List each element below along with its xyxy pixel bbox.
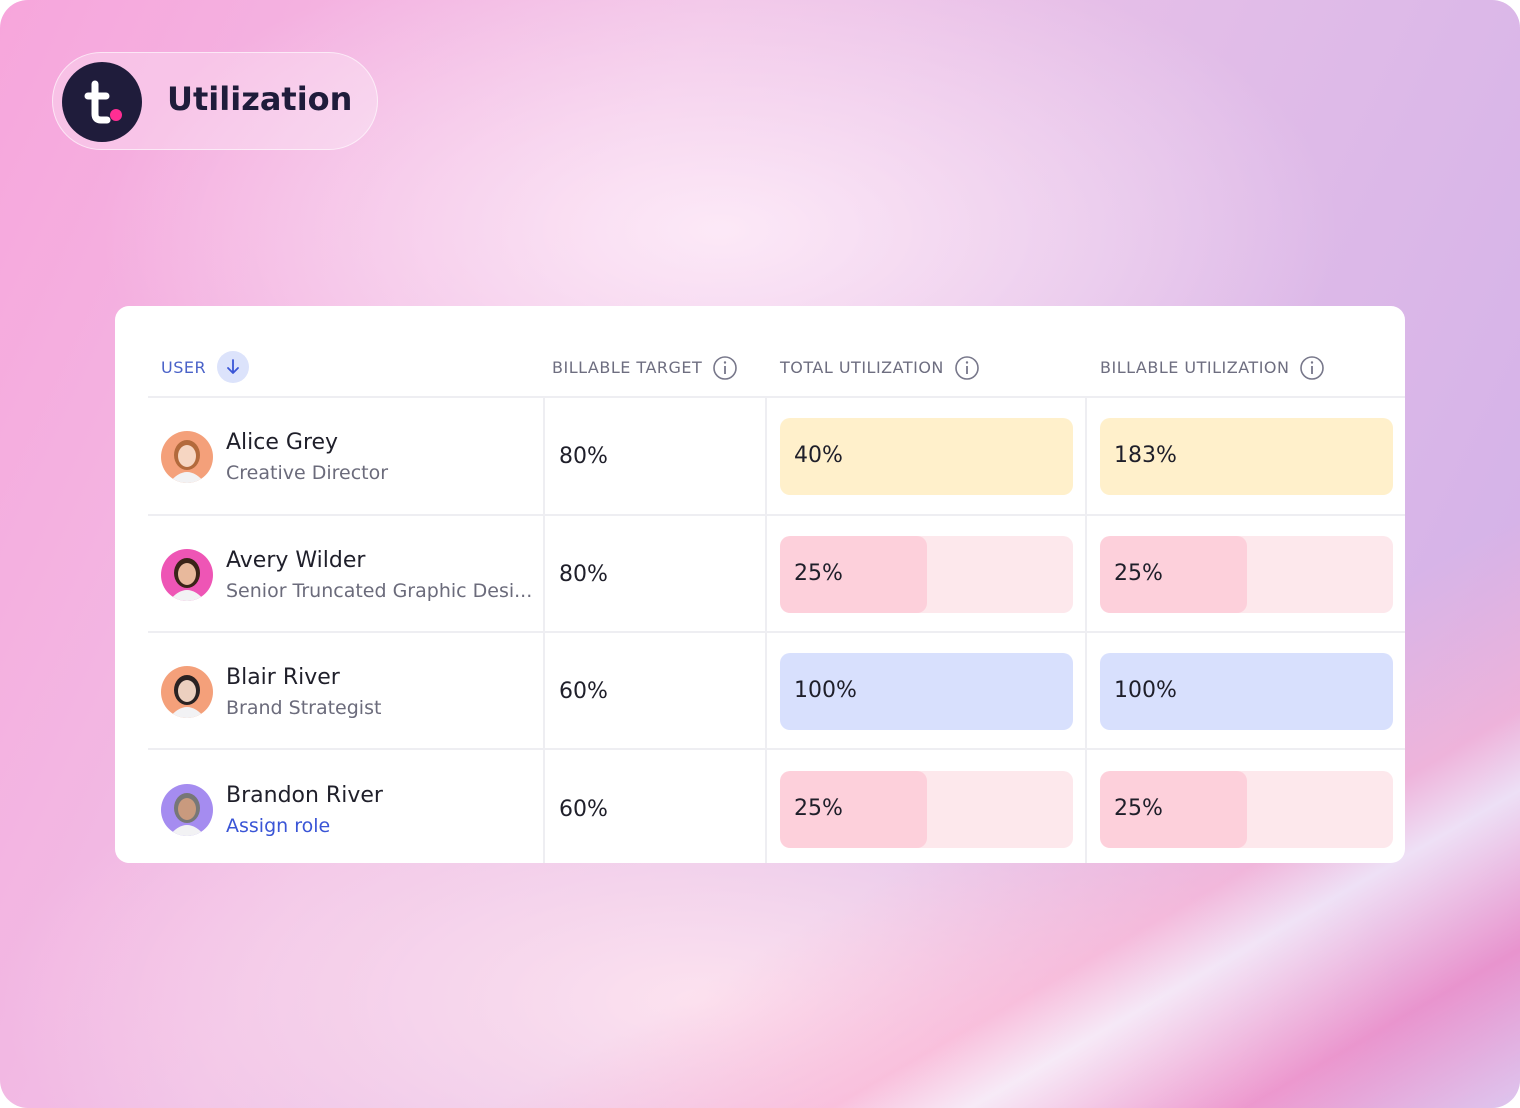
row-divider bbox=[148, 514, 1405, 516]
utilization-bar: 40% bbox=[780, 418, 1073, 495]
column-divider bbox=[765, 396, 767, 863]
column-divider bbox=[1085, 396, 1087, 863]
utilization-label: 40% bbox=[794, 443, 843, 468]
title-badge: Utilization bbox=[52, 52, 378, 150]
column-header: BILLABLE TARGET bbox=[552, 358, 703, 377]
user-name: Blair River bbox=[226, 665, 340, 690]
billable-target: 60% bbox=[559, 679, 608, 704]
avatar bbox=[161, 431, 213, 483]
info-icon[interactable] bbox=[712, 355, 738, 381]
utilization-label: 25% bbox=[1114, 560, 1163, 586]
user-name: Avery Wilder bbox=[226, 547, 366, 573]
user-role: Senior Truncated Graphic Desi... bbox=[226, 579, 533, 602]
utilization-label: 100% bbox=[1114, 678, 1177, 703]
table-row: Avery Wilder Senior Truncated Graphic Des… bbox=[115, 516, 1405, 632]
utilization-fill bbox=[780, 535, 927, 613]
utilization-label: 25% bbox=[794, 795, 843, 821]
column-header: TOTAL UTILIZATION bbox=[780, 358, 944, 377]
table-row: Blair River Brand Strategist 60% 100% 100% bbox=[115, 633, 1405, 749]
column-header[interactable]: USER bbox=[161, 358, 207, 377]
utilization-label: 25% bbox=[1114, 795, 1163, 821]
avatar-image bbox=[169, 557, 205, 601]
user-name: Brandon River bbox=[226, 782, 383, 808]
utilization-bar: 183% bbox=[1100, 418, 1393, 495]
billable-target: 60% bbox=[559, 796, 608, 822]
row-divider bbox=[148, 631, 1405, 633]
assign-role-link[interactable]: Assign role bbox=[226, 814, 331, 837]
utilization-fill bbox=[1100, 770, 1247, 848]
billable-target: 80% bbox=[559, 444, 608, 469]
billable-target: 80% bbox=[559, 561, 608, 587]
logo-mark bbox=[84, 80, 122, 124]
table-row: Alice Grey Creative Director 80% 40% 183% bbox=[115, 398, 1405, 514]
avatar bbox=[161, 783, 213, 836]
user-role: Creative Director bbox=[226, 462, 389, 484]
table-card: USER BILLABLE TARGET TOTAL UTILIZATION BILL… bbox=[115, 306, 1405, 863]
logo bbox=[62, 62, 142, 142]
page-title: Utilization bbox=[167, 80, 353, 118]
utilization-label: 100% bbox=[794, 678, 857, 703]
table-row: Brandon River Assign role 60% 25% 25% bbox=[115, 751, 1405, 864]
utilization-bar: 25% bbox=[1100, 770, 1393, 848]
info-icon[interactable] bbox=[954, 355, 980, 381]
user-name: Alice Grey bbox=[226, 430, 339, 455]
row-divider bbox=[148, 748, 1405, 750]
utilization-bar: 100% bbox=[780, 653, 1073, 730]
sort-button[interactable] bbox=[216, 350, 250, 384]
info-icon[interactable] bbox=[1299, 355, 1325, 381]
avatar-image bbox=[169, 675, 205, 718]
column-header: BILLABLE UTILIZATION bbox=[1100, 358, 1290, 377]
utilization-bar: 100% bbox=[1100, 653, 1393, 730]
avatar bbox=[161, 666, 213, 718]
utilization-label: 25% bbox=[794, 560, 843, 586]
avatar bbox=[161, 548, 213, 601]
avatar-image bbox=[169, 792, 205, 836]
column-divider bbox=[543, 396, 545, 863]
utilization-bar: 25% bbox=[780, 535, 1073, 613]
avatar-image bbox=[169, 440, 205, 483]
user-role: Brand Strategist bbox=[226, 697, 382, 719]
row-divider bbox=[148, 396, 1405, 398]
utilization-bar: 25% bbox=[780, 770, 1073, 848]
utilization-bar: 25% bbox=[1100, 535, 1393, 613]
utilization-fill bbox=[780, 770, 927, 848]
utilization-fill bbox=[1100, 535, 1247, 613]
utilization-label: 183% bbox=[1114, 443, 1177, 468]
